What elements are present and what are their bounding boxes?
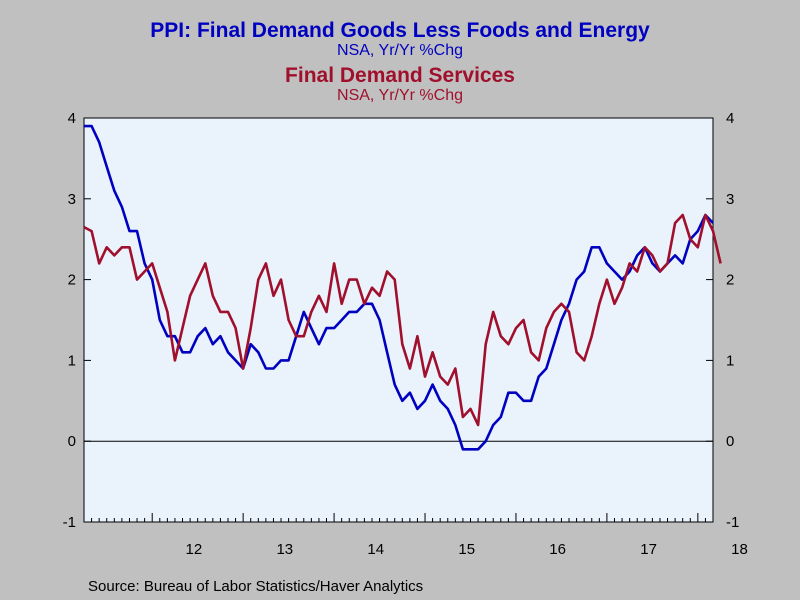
y-tick-label-left: 2 [68, 272, 76, 289]
chart-subtitle-goods: NSA, Yr/Yr %Chg [337, 42, 463, 59]
y-tick-label-right: 4 [726, 110, 734, 127]
y-tick-label-right: 3 [726, 191, 734, 208]
y-tick-label-right: 1 [726, 352, 734, 369]
chart-subtitle-services: NSA, Yr/Yr %Chg [337, 87, 463, 104]
y-tick-label-left: -1 [63, 514, 76, 531]
y-tick-label-right: -1 [726, 514, 739, 531]
y-tick-label-right: 0 [726, 433, 734, 450]
series-line-goods [84, 124, 714, 451]
x-tick-label: 16 [549, 541, 566, 558]
x-tick-label: 13 [276, 541, 293, 558]
chart-title-goods: PPI: Final Demand Goods Less Foods and E… [150, 19, 650, 42]
series-line-services [83, 213, 722, 427]
x-tick-label: 15 [458, 541, 475, 558]
source-note: Source: Bureau of Labor Statistics/Haver… [88, 578, 424, 595]
x-tick-label: 18 [731, 541, 748, 558]
x-tick-label: 12 [186, 541, 203, 558]
y-tick-label-right: 2 [726, 272, 734, 289]
y-tick-label-left: 1 [68, 352, 76, 369]
x-tick-label: 17 [640, 541, 657, 558]
chart-title-services: Final Demand Services [285, 64, 515, 87]
y-tick-label-left: 4 [68, 110, 76, 127]
y-tick-label-left: 0 [68, 433, 76, 450]
y-tick-label-left: 3 [68, 191, 76, 208]
x-tick-label: 14 [367, 541, 384, 558]
